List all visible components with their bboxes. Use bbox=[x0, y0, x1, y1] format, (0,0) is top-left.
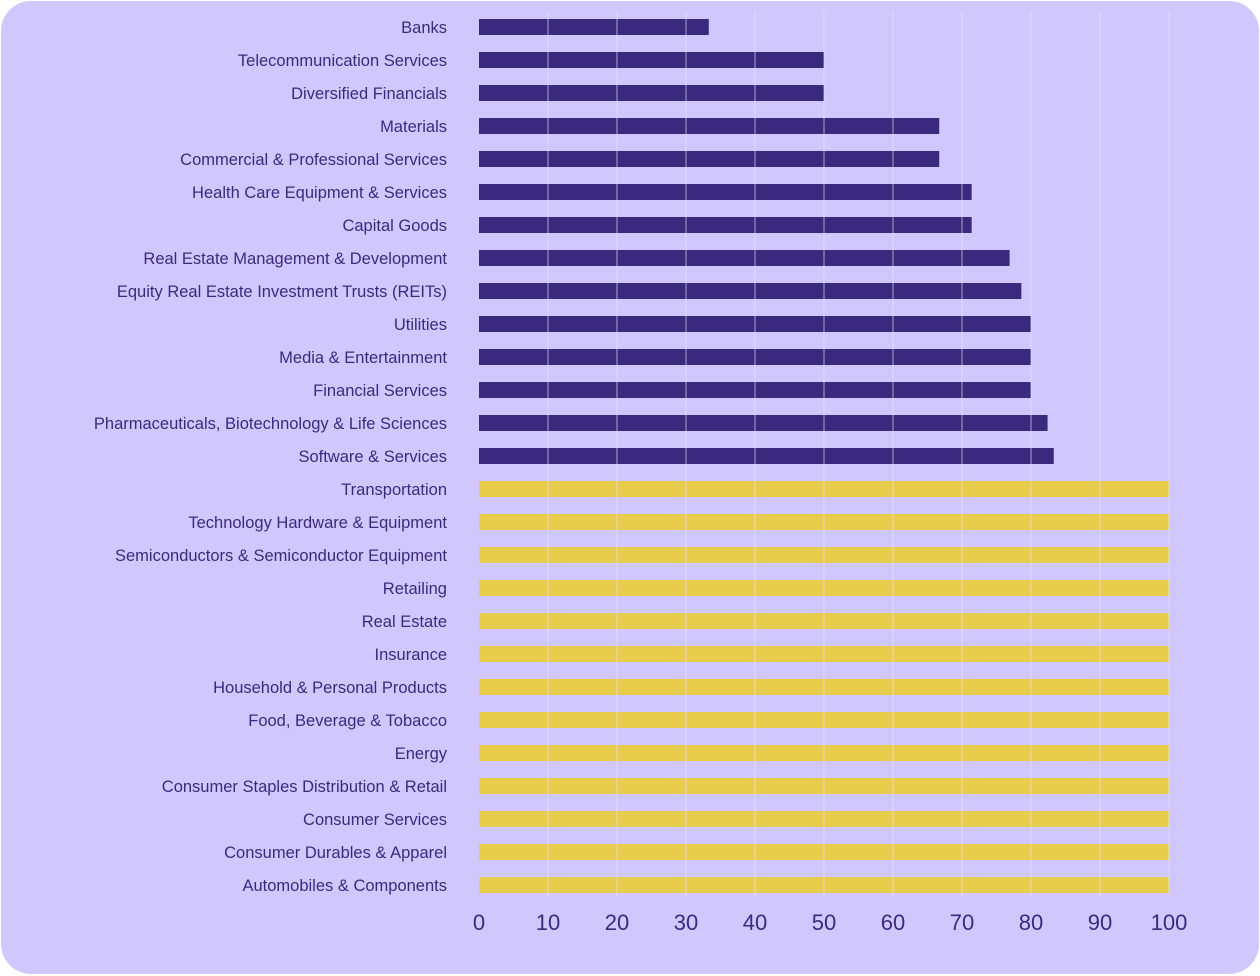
category-label: Automobiles & Components bbox=[242, 877, 447, 895]
category-label: Pharmaceuticals, Biotechnology & Life Sc… bbox=[94, 415, 447, 433]
category-label: Capital Goods bbox=[342, 217, 447, 235]
category-label: Consumer Durables & Apparel bbox=[224, 844, 447, 862]
category-label: Real Estate bbox=[362, 613, 447, 631]
category-label: Software & Services bbox=[298, 448, 447, 466]
category-label: Diversified Financials bbox=[291, 85, 447, 103]
x-tick-label: 70 bbox=[950, 910, 974, 935]
category-label: Food, Beverage & Tobacco bbox=[248, 712, 447, 730]
bar bbox=[479, 448, 1054, 464]
x-tick-label: 0 bbox=[473, 910, 485, 935]
category-label: Semiconductors & Semiconductor Equipment bbox=[115, 547, 447, 565]
bar bbox=[479, 19, 709, 35]
bar bbox=[479, 184, 972, 200]
x-tick-label: 40 bbox=[743, 910, 767, 935]
category-label: Technology Hardware & Equipment bbox=[188, 514, 447, 532]
bar bbox=[479, 415, 1048, 431]
category-label: Consumer Services bbox=[303, 811, 447, 829]
x-tick-label: 30 bbox=[674, 910, 698, 935]
category-label: Household & Personal Products bbox=[213, 679, 447, 697]
category-label: Health Care Equipment & Services bbox=[192, 184, 447, 202]
x-tick-label: 50 bbox=[812, 910, 836, 935]
category-label: Real Estate Management & Development bbox=[143, 250, 447, 268]
category-label: Telecommunication Services bbox=[238, 52, 447, 70]
category-label: Utilities bbox=[394, 316, 447, 334]
x-tick-label: 90 bbox=[1088, 910, 1112, 935]
x-tick-label: 10 bbox=[536, 910, 560, 935]
category-label: Materials bbox=[380, 118, 447, 136]
category-label: Retailing bbox=[383, 580, 447, 598]
category-label: Energy bbox=[395, 745, 448, 763]
x-tick-label: 20 bbox=[605, 910, 629, 935]
category-label: Media & Entertainment bbox=[279, 349, 447, 367]
x-tick-label: 80 bbox=[1019, 910, 1043, 935]
bar bbox=[479, 52, 824, 68]
category-label: Financial Services bbox=[313, 382, 447, 400]
category-label: Consumer Staples Distribution & Retail bbox=[162, 778, 447, 796]
bar bbox=[479, 283, 1022, 299]
category-label: Banks bbox=[401, 19, 447, 37]
bar bbox=[479, 217, 972, 233]
category-label: Transportation bbox=[341, 481, 447, 499]
category-label: Commercial & Professional Services bbox=[180, 151, 447, 169]
category-label: Insurance bbox=[375, 646, 447, 664]
bar bbox=[479, 85, 824, 101]
category-label: Equity Real Estate Investment Trusts (RE… bbox=[117, 283, 447, 301]
x-tick-label: 60 bbox=[881, 910, 905, 935]
bar bbox=[479, 250, 1010, 266]
x-tick-label: 100 bbox=[1151, 910, 1188, 935]
